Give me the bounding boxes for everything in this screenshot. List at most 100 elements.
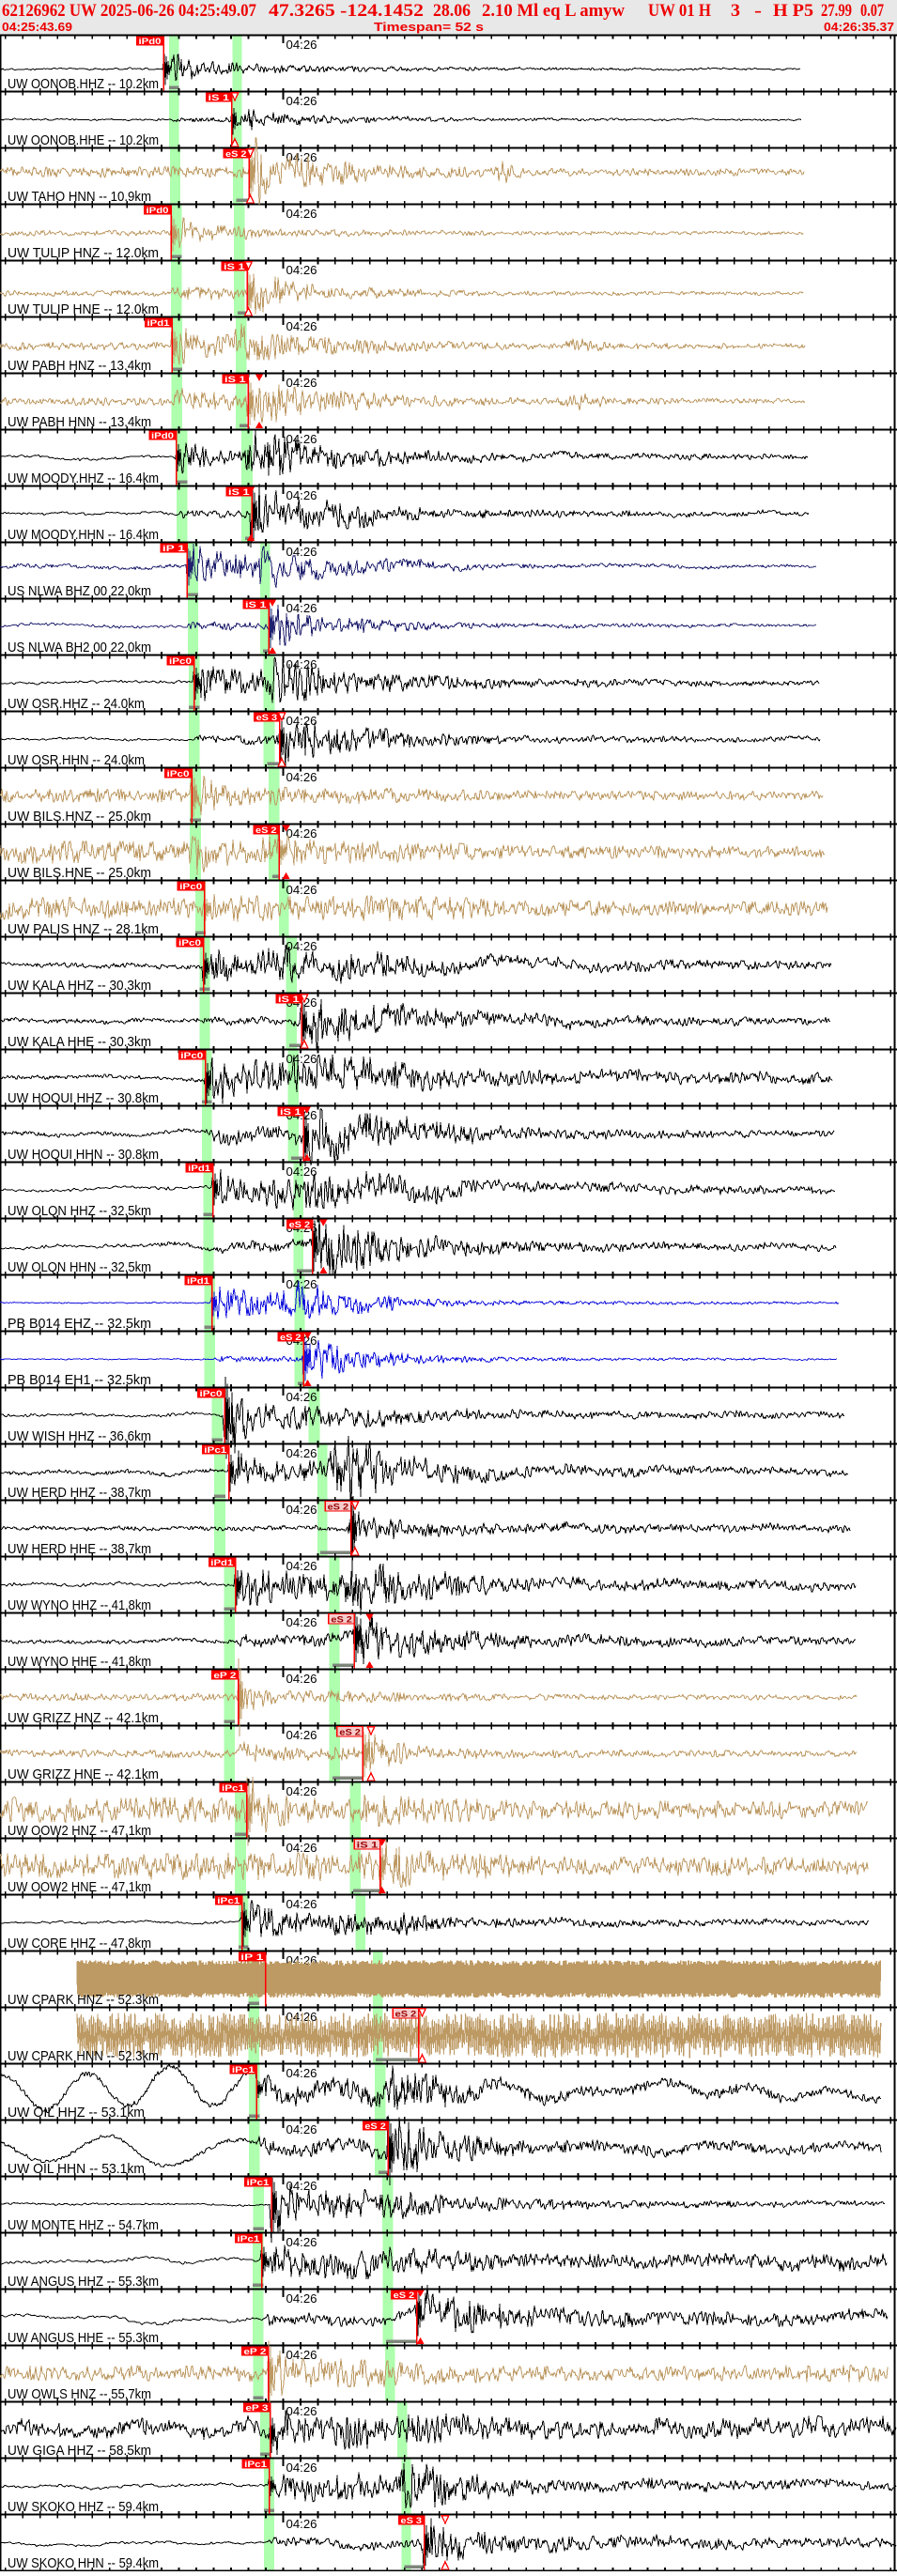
svg-text:iS 1: iS 1 (280, 1107, 302, 1117)
svg-text:iS 1: iS 1 (224, 375, 246, 384)
svg-text:UW HERD HHZ -- 38.7km: UW HERD HHZ -- 38.7km (8, 1486, 151, 1501)
svg-text:47.3265 -124.1452: 47.3265 -124.1452 (269, 1, 424, 21)
svg-text:eS 2: eS 2 (395, 2009, 417, 2018)
svg-text:27.99: 27.99 (821, 1, 852, 21)
svg-text:04:26: 04:26 (286, 714, 317, 728)
svg-text:H P5: H P5 (773, 1, 813, 21)
svg-text:iPc0: iPc0 (179, 882, 202, 891)
svg-text:28.06: 28.06 (433, 1, 471, 21)
svg-text:UW TULIP HNZ -- 12.0km: UW TULIP HNZ -- 12.0km (8, 246, 159, 261)
svg-text:04:26: 04:26 (286, 1615, 317, 1629)
svg-text:iPc0: iPc0 (167, 769, 190, 779)
svg-text:Timespan= 52 s: Timespan= 52 s (374, 21, 484, 34)
svg-text:UW HOQUI HHZ -- 30.8km: UW HOQUI HHZ -- 30.8km (8, 1091, 159, 1106)
svg-text:UW HERD HHE -- 38.7km: UW HERD HHE -- 38.7km (8, 1542, 151, 1557)
svg-text:iPc0: iPc0 (180, 1051, 203, 1060)
svg-text:UW CPARK HNZ -- 52.3km: UW CPARK HNZ -- 52.3km (8, 1993, 159, 2008)
svg-text:04:26: 04:26 (286, 2122, 317, 2136)
svg-text:UW GIGA HHZ -- 58.5km: UW GIGA HHZ -- 58.5km (8, 2444, 151, 2459)
svg-text:UW OONOB.HHZ -- 10.2km: UW OONOB.HHZ -- 10.2km (8, 77, 159, 92)
svg-text:UW OWLS HNZ -- 55.7km: UW OWLS HNZ -- 55.7km (8, 2387, 151, 2402)
svg-text:UW PABH HNN -- 13.4km: UW PABH HNN -- 13.4km (8, 415, 151, 430)
svg-text:UW CPARK HNN -- 52.3km: UW CPARK HNN -- 52.3km (8, 2049, 159, 2064)
svg-text:eS 2: eS 2 (394, 2291, 415, 2300)
svg-text:eS 3: eS 3 (256, 713, 278, 722)
svg-text:iPd0: iPd0 (151, 431, 174, 440)
svg-text:UW TAHO HNN -- 10.9km: UW TAHO HNN -- 10.9km (8, 190, 151, 205)
svg-text:iPd0: iPd0 (139, 37, 162, 46)
svg-text:iPc1: iPc1 (244, 2460, 267, 2469)
svg-text:iPd0: iPd0 (147, 206, 169, 215)
svg-text:iPc1: iPc1 (247, 2178, 270, 2187)
svg-text:2.10 Ml eq L amyw: 2.10 Ml eq L amyw (482, 1, 625, 21)
svg-text:UW GRIZZ HNE -- 42.1km: UW GRIZZ HNE -- 42.1km (8, 1767, 159, 1782)
svg-text:iS 1: iS 1 (224, 262, 245, 271)
svg-text:04:26: 04:26 (286, 939, 317, 953)
svg-text:iPc1: iPc1 (204, 1445, 226, 1455)
svg-text:04:26: 04:26 (286, 432, 317, 446)
svg-text:iPc0: iPc0 (178, 938, 201, 948)
svg-text:04:26: 04:26 (286, 1672, 317, 1686)
svg-text:UW CORE HHZ -- 47.8km: UW CORE HHZ -- 47.8km (8, 1936, 151, 1951)
svg-text:04:26: 04:26 (286, 1165, 317, 1179)
svg-text:04:26: 04:26 (286, 2010, 317, 2024)
svg-text:0.07: 0.07 (860, 1, 884, 21)
svg-text:UW PALIS HNZ -- 28.1km: UW PALIS HNZ -- 28.1km (8, 922, 159, 937)
svg-text:04:26: 04:26 (286, 1841, 317, 1855)
svg-text:UW 01 H: UW 01 H (648, 1, 711, 21)
svg-text:04:26: 04:26 (286, 319, 317, 333)
svg-text:eS 2: eS 2 (331, 1614, 352, 1624)
svg-text:eS 3: eS 3 (401, 2516, 423, 2525)
svg-text:iP 1: iP 1 (162, 544, 185, 553)
svg-text:3: 3 (731, 1, 740, 21)
svg-text:04:26: 04:26 (286, 770, 317, 784)
svg-text:eP 2: eP 2 (213, 1671, 236, 1680)
svg-text:eS 2: eS 2 (255, 825, 277, 835)
svg-text:04:26: 04:26 (286, 601, 317, 615)
svg-text:iP 1: iP 1 (240, 1952, 263, 1962)
svg-text:04:26: 04:26 (286, 150, 317, 164)
svg-text:iPc1: iPc1 (237, 2234, 259, 2244)
svg-text:04:26: 04:26 (286, 1277, 317, 1291)
svg-text:iPd1: iPd1 (147, 318, 170, 328)
svg-text:04:26: 04:26 (286, 1446, 317, 1460)
svg-text:eS 2: eS 2 (225, 149, 247, 159)
svg-text:04:26: 04:26 (286, 2348, 317, 2362)
svg-text:04:26: 04:26 (286, 2404, 317, 2418)
svg-text:UW MONTE HHZ -- 54.7km: UW MONTE HHZ -- 54.7km (8, 2218, 159, 2233)
svg-text:eS 2: eS 2 (289, 1220, 311, 1229)
svg-text:eS 2: eS 2 (280, 1333, 302, 1342)
svg-text:UW SKOKO HHZ -- 59.4km: UW SKOKO HHZ -- 59.4km (8, 2500, 159, 2515)
svg-text:UW BILS.HNE -- 25.0km: UW BILS.HNE -- 25.0km (8, 866, 151, 881)
svg-text:04:26: 04:26 (286, 1559, 317, 1573)
svg-text:04:26: 04:26 (286, 376, 317, 390)
svg-text:UW OOW2 HNE -- 47.1km: UW OOW2 HNE -- 47.1km (8, 1880, 151, 1895)
svg-text:04:26: 04:26 (286, 2235, 317, 2249)
svg-text:04:26: 04:26 (286, 1897, 317, 1911)
svg-text:UW OIL HHN -- 53.1km: UW OIL HHN -- 53.1km (8, 2162, 145, 2177)
svg-text:UW WYNO HHZ -- 41.8km: UW WYNO HHZ -- 41.8km (8, 1598, 151, 1613)
svg-text:04:26: 04:26 (286, 207, 317, 221)
svg-text:04:26: 04:26 (286, 488, 317, 502)
svg-text:UW ANGUS HHZ -- 55.3km: UW ANGUS HHZ -- 55.3km (8, 2275, 159, 2290)
svg-text:iPc0: iPc0 (200, 1389, 223, 1398)
svg-text:UW SKOKO HHN -- 59.4km: UW SKOKO HHN -- 59.4km (8, 2556, 159, 2571)
svg-text:04:26: 04:26 (286, 2460, 317, 2475)
svg-text:UW OONOB.HHE -- 10.2km: UW OONOB.HHE -- 10.2km (8, 133, 159, 148)
svg-text:eP 2: eP 2 (243, 2347, 266, 2356)
svg-text:US NLWA BH2 00 22.0km: US NLWA BH2 00 22.0km (8, 640, 151, 656)
svg-text:04:26: 04:26 (286, 2291, 317, 2306)
svg-text:04:26: 04:26 (286, 545, 317, 559)
svg-text:04:26: 04:26 (286, 1784, 317, 1798)
svg-text:iPc1: iPc1 (222, 1783, 244, 1793)
svg-text:04:26: 04:26 (286, 263, 317, 277)
svg-text:04:26: 04:26 (286, 1503, 317, 1517)
svg-text:04:26: 04:26 (286, 1052, 317, 1066)
svg-text:04:26: 04:26 (286, 657, 317, 671)
svg-text:04:25:43.69: 04:25:43.69 (2, 21, 72, 34)
svg-text:UW TULIP HNE -- 12.0km: UW TULIP HNE -- 12.0km (8, 302, 159, 317)
svg-text:UW ANGUS HHE -- 55.3km: UW ANGUS HHE -- 55.3km (8, 2331, 159, 2346)
svg-text:UW MOODY.HHZ -- 16.4km: UW MOODY.HHZ -- 16.4km (8, 471, 159, 486)
svg-text:04:26: 04:26 (286, 38, 317, 52)
svg-text:iPd1: iPd1 (187, 1276, 209, 1286)
